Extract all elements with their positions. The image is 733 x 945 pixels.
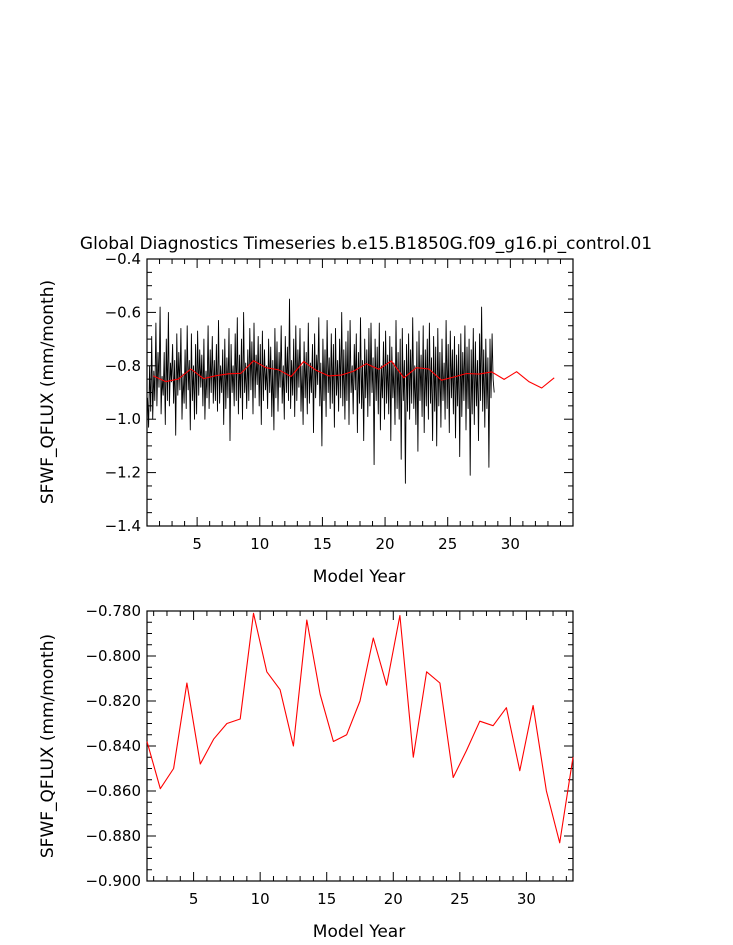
series-group: [147, 298, 555, 484]
chart-title: Global Diagnostics Timeseries b.e15.B185…: [80, 234, 652, 254]
y-tick-label: −0.880: [85, 827, 141, 845]
x-tick-label: 20: [376, 535, 395, 553]
axis-ticks: [146, 258, 574, 527]
annual-mean-series-line: [146, 612, 574, 844]
y-tick-label: −0.8: [105, 357, 141, 375]
bottom-panel: 5 10 15 20 25 30 −0.900 −0.880 −0.860 −0.840 −0.8…: [38, 602, 574, 942]
x-axis-label: Model Year: [313, 567, 405, 587]
y-tick-label: −0.820: [85, 692, 141, 710]
y-tick-label: −0.780: [85, 602, 141, 620]
x-tick-labels: 5 10 15 20 25 30: [189, 890, 536, 908]
y-tick-labels: −1.4 −1.2 −1.0 −0.8 −0.6 −0.4: [105, 250, 141, 535]
y-tick-label: −0.6: [105, 303, 141, 321]
x-tick-label: 10: [251, 890, 270, 908]
y-tick-label: −0.840: [85, 737, 141, 755]
x-tick-label: 15: [313, 535, 332, 553]
x-tick-label: 5: [189, 890, 199, 908]
x-tick-label: 30: [501, 535, 520, 553]
y-tick-labels: −0.900 −0.880 −0.860 −0.840 −0.820 −0.800 −0.7…: [85, 602, 141, 890]
x-tick-labels: 5 10 15 20 25 30: [192, 535, 520, 553]
x-axis-label: Model Year: [313, 922, 405, 942]
x-tick-label: 30: [517, 890, 536, 908]
x-tick-label: 25: [438, 535, 457, 553]
y-tick-label: −1.0: [105, 410, 141, 428]
y-tick-label: −0.800: [85, 647, 141, 665]
x-tick-label: 15: [317, 890, 336, 908]
axis-ticks: [147, 610, 573, 882]
monthly-series-line: [147, 298, 495, 484]
x-tick-label: 20: [384, 890, 403, 908]
y-tick-label: −0.4: [105, 250, 141, 268]
series-group: [146, 612, 574, 844]
x-tick-label: 25: [450, 890, 469, 908]
y-tick-label: −1.4: [105, 517, 141, 535]
x-tick-label: 10: [250, 535, 269, 553]
y-tick-label: −0.860: [85, 782, 141, 800]
y-tick-label: −1.2: [105, 464, 141, 482]
plot-frame: [146, 610, 574, 882]
top-panel: Global Diagnostics Timeseries b.e15.B185…: [38, 234, 652, 587]
y-axis-label: SFWF_QFLUX (mm/month): [38, 280, 58, 504]
y-axis-label: SFWF_QFLUX (mm/month): [38, 634, 58, 858]
y-tick-label: −0.900: [85, 872, 141, 890]
x-tick-label: 5: [192, 535, 202, 553]
annual-mean-series-line: [153, 360, 555, 389]
